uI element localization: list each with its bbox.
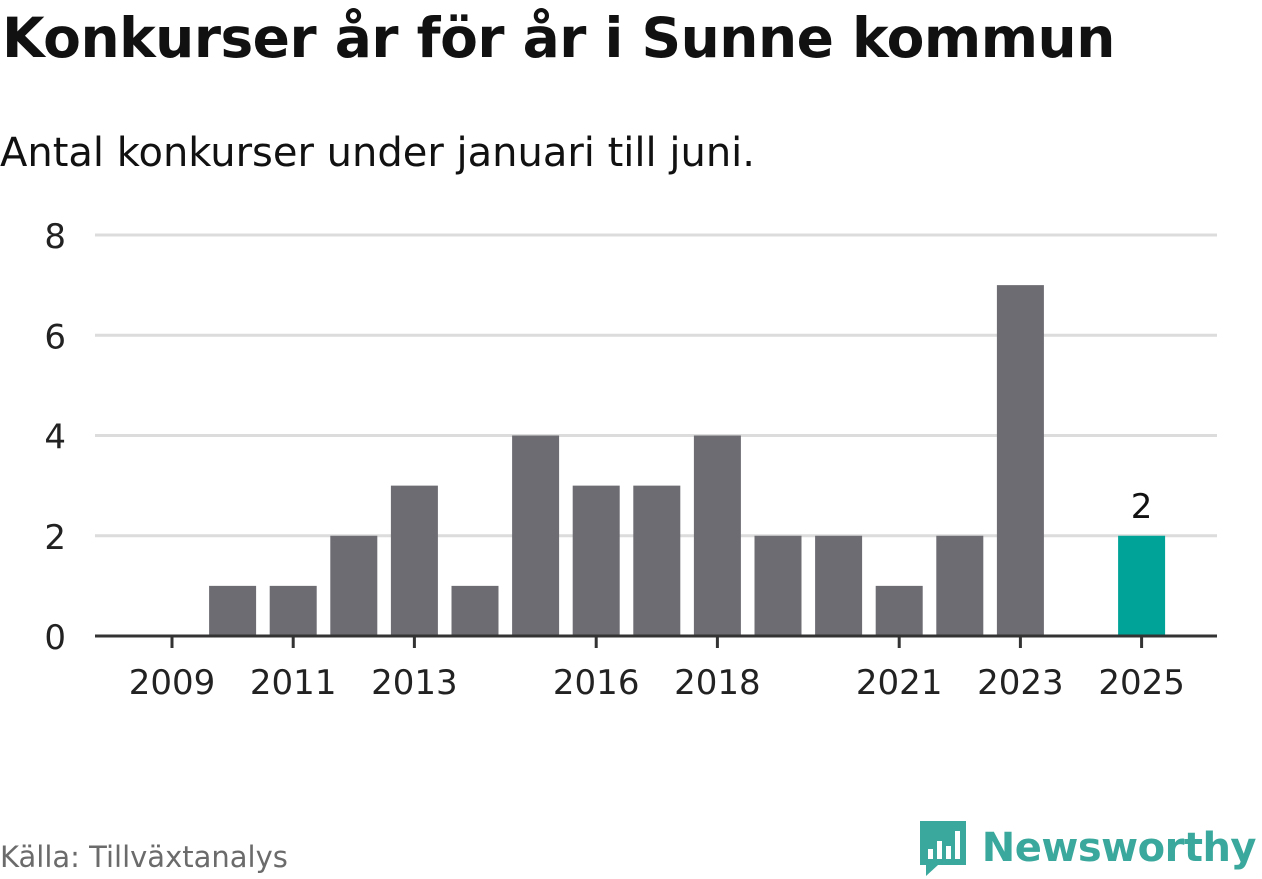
data-labels: 2 <box>1131 487 1153 527</box>
chart-title: Konkurser år för år i Sunne kommun <box>2 6 1115 70</box>
bar-2018 <box>693 435 741 636</box>
bar-2021 <box>875 585 923 636</box>
bar-2017 <box>633 485 681 636</box>
bars <box>209 285 1166 636</box>
bar-2019 <box>754 535 802 636</box>
data-label-2025: 2 <box>1131 487 1153 527</box>
bar-2022 <box>936 535 984 636</box>
x-axis-ticks: 2009 2011 2013 2016 2018 2021 2023 2025 <box>129 636 1185 703</box>
y-tick-label: 0 <box>44 618 66 658</box>
x-tick-label: 2018 <box>674 663 761 703</box>
bar-chart-speech-bubble-icon <box>919 821 966 876</box>
bar-2013 <box>390 485 438 636</box>
y-tick-label: 6 <box>44 317 66 357</box>
bar-2010 <box>209 585 257 636</box>
bar-2012 <box>330 535 378 636</box>
x-tick-label: 2009 <box>129 663 216 703</box>
source-note: Källa: Tillväxtanalys <box>0 840 288 874</box>
bar-2023 <box>996 285 1044 636</box>
brand-logo: Newsworthy <box>918 818 1257 878</box>
brand-name: Newsworthy <box>981 825 1257 871</box>
x-tick-label: 2021 <box>856 663 943 703</box>
bar-2011 <box>269 585 317 636</box>
x-tick-label: 2016 <box>553 663 640 703</box>
x-tick-label: 2025 <box>1098 663 1185 703</box>
x-tick-label: 2023 <box>977 663 1064 703</box>
y-tick-label: 4 <box>44 418 66 458</box>
bar-chart: 0 2 4 6 8 2009 2011 2013 2016 2018 2021 2023 2025 2 <box>44 217 1217 703</box>
y-tick-label: 2 <box>44 518 66 558</box>
bar-2015 <box>512 435 560 636</box>
x-tick-label: 2011 <box>250 663 337 703</box>
bar-2020 <box>815 535 863 636</box>
y-tick-label: 8 <box>44 217 66 257</box>
y-axis-ticks: 0 2 4 6 8 <box>44 217 66 658</box>
bar-2025 <box>1118 535 1166 636</box>
chart-subtitle: Antal konkurser under januari till juni. <box>0 130 755 176</box>
x-tick-label: 2013 <box>371 663 458 703</box>
bar-2016 <box>572 485 620 636</box>
bar-2014 <box>451 585 499 636</box>
